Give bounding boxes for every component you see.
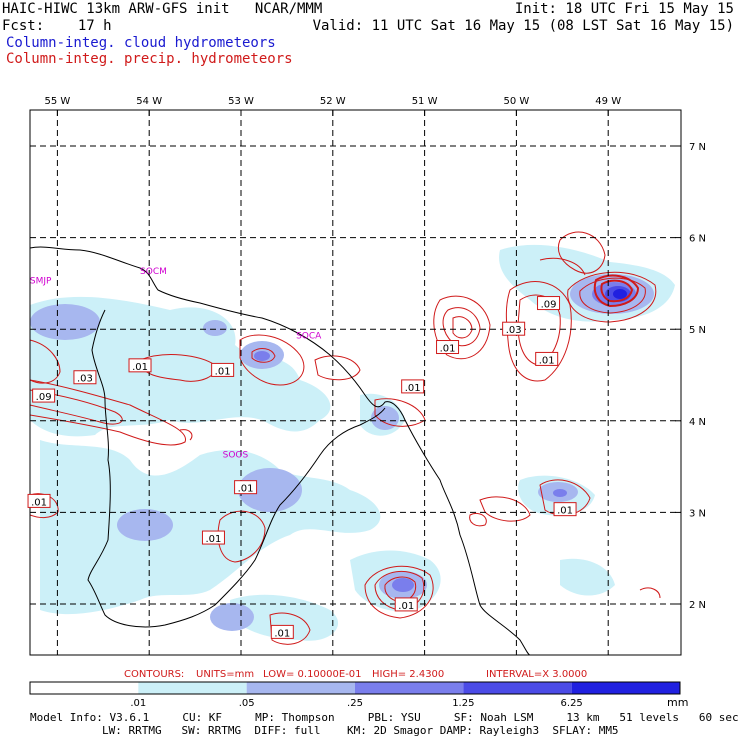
forecast-hour: Fcst: 17 h [2,18,112,34]
colorbar-swatch [463,682,572,694]
contour-label: .01 [215,366,231,377]
contour-info-units: UNITS=mm [196,669,254,680]
lon-label: 49 W [595,96,621,107]
station-markers: SMJP SOCM SOCA SOOS [30,267,322,460]
station-label: SOCM [140,267,167,277]
contour-label: .01 [238,484,254,495]
lat-label: 5 N [689,325,706,336]
model-info-line1: Model Info: V3.6.1 CU: KF MP: Thompson P… [30,711,739,724]
contour-labels: .01 .03 .09 .01 .01 .01 .03 .09 .01 .01 .01 .01 .01.… [27,296,577,639]
contour-label-box [502,321,526,336]
longitude-labels: 55 W 54 W 53 W 52 W 51 W 50 W 49 W [45,96,622,107]
contour-label: .01 [132,362,148,373]
contour-label-box [553,502,577,517]
colorbar-swatch [571,682,680,694]
station-label: SOOS [223,450,249,460]
contour-label: .09 [36,392,52,403]
hydrometeor-field [30,231,675,645]
legend-precip: Column-integ. precip. hydrometeors [6,51,293,67]
colorbar-frame [29,681,681,695]
contour-label: .01 [539,355,555,366]
lon-label: 52 W [320,96,346,107]
chart-title: HAIC-HIWC 13km ARW-GFS init NCAR/MMM [2,1,323,17]
colorbar-unit: mm [667,696,688,709]
colorbar: .01 .05 .25 1.25 6.25 [29,681,681,709]
contour-info-low: LOW= 0.10000E-01 [263,669,362,680]
contour-label: .01 [398,601,414,612]
colorbar-tick-label: 1.25 [452,698,474,709]
colorbar-tick-label: 6.25 [561,698,583,709]
contour-label-box [535,351,559,366]
contour-label: .01 [274,628,290,639]
map-frame [29,109,682,656]
contour-label: .03 [77,374,93,385]
contour-label-box [27,493,51,508]
contour-label-box [201,530,225,545]
latitude-labels: 7 N 6 N 5 N 4 N 3 N 2 N [689,142,706,611]
colorbar-swatch [30,682,139,694]
contour-info-high: HIGH= 2.4300 [372,669,444,680]
valid-time: Valid: 11 UTC Sat 16 May 15 (08 LST Sat … [312,18,734,34]
contour-label-box [394,597,418,612]
contour-label: .09 [541,300,557,311]
lon-label: 53 W [228,96,254,107]
contour-label: .01 [440,344,456,355]
forecast-label: Fcst: [2,18,45,34]
contour-label-box [401,379,425,394]
lon-label: 55 W [45,96,71,107]
contour-label-box [32,388,56,403]
lat-label: 4 N [689,417,706,428]
station-label: SMJP [30,276,52,286]
contour-info-contours: CONTOURS: [124,669,184,680]
contour-label: .01 [31,497,47,508]
contour-label-box [128,358,152,373]
lon-label: 54 W [136,96,162,107]
lon-label: 50 W [504,96,530,107]
contour-label: .01 [557,506,573,517]
contour-info: CONTOURS: UNITS=mm LOW= 0.10000E-01 HIGH… [124,669,587,680]
cloud-shading-peak [613,289,627,299]
contour-label: .01 [405,383,421,394]
contour-label: .01 [206,534,222,545]
colorbar-tick-label: .01 [130,698,146,709]
station-label: SOCA [296,331,322,341]
contour-label-box [211,362,235,377]
coastline-borders [29,246,531,656]
legend-cloud: Column-integ. cloud hydrometeors [6,35,276,51]
contour-label-box [234,480,258,495]
lon-label: 51 W [412,96,438,107]
colorbar-swatch [246,682,355,694]
contour-label-box [436,340,460,355]
contour-info-interval: INTERVAL=X 3.0000 [486,669,587,680]
lat-label: 6 N [689,234,706,245]
contour-label-box [270,624,294,639]
precip-contours [30,231,661,645]
contour-label-box [73,370,97,385]
colorbar-swatch [138,682,247,694]
colorbar-tick-label: .25 [347,698,363,709]
contour-label: .03 [506,325,522,336]
colorbar-tick-label: .05 [239,698,255,709]
model-info-line2: LW: RRTMG SW: RRTMG DIFF: full KM: 2D Sm… [102,724,619,737]
contour-label-box [537,296,561,311]
lat-label: 7 N [689,142,706,153]
lat-label: 2 N [689,600,706,611]
init-time: Init: 18 UTC Fri 15 May 15 [514,1,734,17]
forecast-value: 17 h [77,18,112,34]
lat-label: 3 N [689,508,706,519]
colorbar-swatch [355,682,464,694]
cloud-shading-dark [254,282,636,592]
